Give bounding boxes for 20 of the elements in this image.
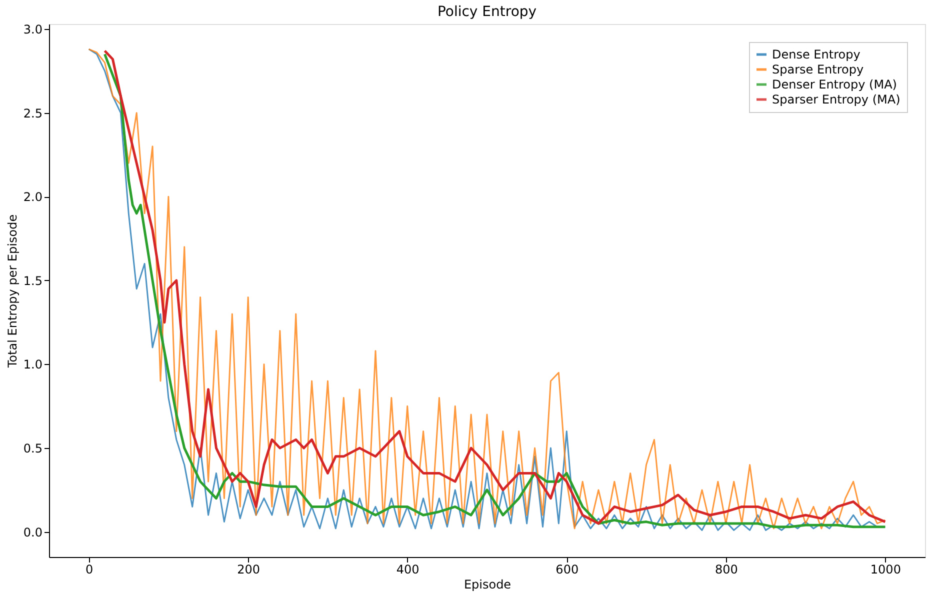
chart-title: Policy Entropy — [437, 4, 537, 20]
x-tick-label: 600 — [556, 562, 579, 576]
legend-label: Denser Entropy (MA) — [772, 78, 897, 92]
y-tick-label: 2.0 — [23, 190, 42, 204]
x-tick-label: 200 — [237, 562, 260, 576]
y-tick-label: 0.5 — [23, 442, 42, 456]
y-tick-label: 1.0 — [23, 358, 42, 372]
legend-label: Sparser Entropy (MA) — [772, 92, 900, 106]
legend-label: Sparse Entropy — [772, 62, 864, 76]
y-tick-label: 3.0 — [23, 22, 42, 37]
x-tick-label: 1000 — [870, 562, 901, 576]
x-tick-label: 800 — [714, 562, 738, 576]
x-axis-title: Episode — [464, 578, 512, 592]
x-tick-label: 400 — [396, 562, 420, 576]
y-tick-label: 0.0 — [23, 525, 42, 540]
y-tick-label: 1.5 — [23, 274, 42, 288]
y-axis-title: Total Entropy per Episode — [5, 214, 20, 369]
y-tick-label: 2.5 — [23, 106, 42, 120]
x-tick-label: 0 — [86, 562, 94, 576]
legend-label: Dense Entropy — [772, 48, 860, 62]
